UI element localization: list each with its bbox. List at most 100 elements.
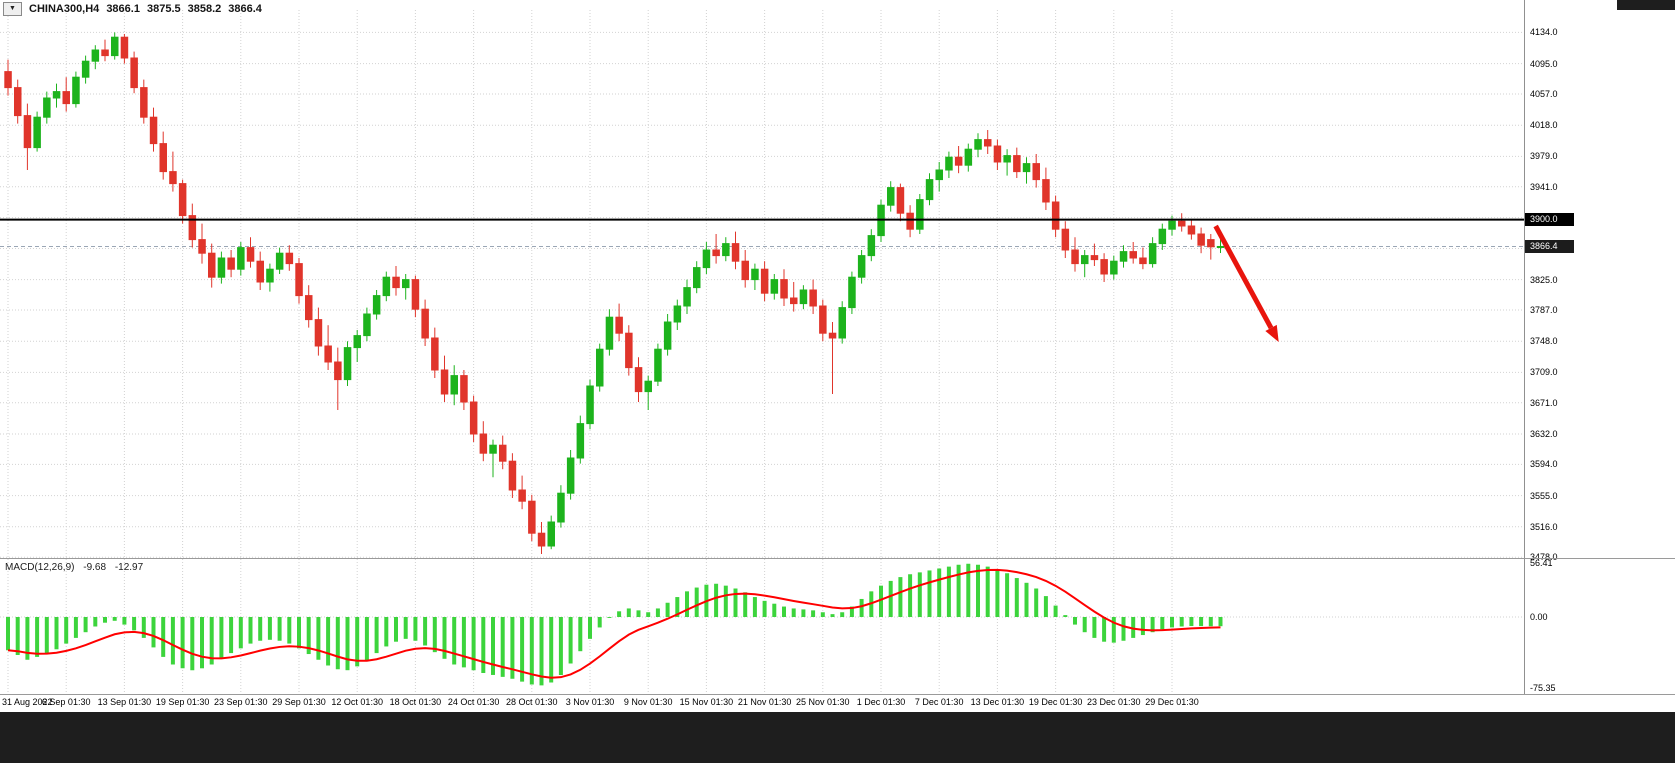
candle [198,223,206,264]
candle [411,275,420,318]
candle [906,205,914,238]
indicator-name: MACD(12,26,9) [5,562,75,573]
time-axis-label: 23 Sep 01:30 [214,697,268,707]
candle [285,245,294,271]
candle [140,79,148,124]
candle [596,343,604,392]
candle [1032,154,1040,188]
candle [605,309,614,356]
candle [518,475,526,510]
candle [673,299,682,330]
candle [508,453,517,498]
price-axis-label: 3555.0 [1530,490,1558,501]
candle [1013,147,1021,178]
candle [838,301,846,344]
indicator-macd-value: -9.68 [83,562,107,573]
price-axis-label: 3825.0 [1530,274,1558,285]
candle [528,494,536,542]
candle [576,415,585,464]
candle [615,303,623,342]
candle [324,325,332,370]
pane-separator[interactable] [0,558,1675,559]
time-axis-label: 1 Dec 01:30 [856,697,906,707]
candle [693,261,701,294]
time-axis-label: 13 Sep 01:30 [97,697,152,707]
candle [169,151,177,192]
candle [275,247,284,274]
candle [227,250,235,278]
candle [440,355,449,402]
candle [1071,237,1079,272]
candle [663,314,672,356]
candle [828,322,837,394]
candle [499,435,507,470]
candle [896,183,905,222]
candle [469,395,478,442]
candle [305,285,313,328]
candle [314,307,323,356]
candle [91,45,100,70]
candle [954,146,963,174]
trend-arrow[interactable] [1213,224,1279,342]
candle [1003,149,1011,176]
candle [343,341,352,386]
price-axis[interactable]: 3900.0 3866.4 56.41 0.00 -75.35 4134.0 40… [1524,0,1675,712]
candle [790,282,798,312]
candle [857,250,866,284]
candle [81,55,90,84]
price-axis-label: 3632.0 [1530,429,1558,439]
candle [819,299,827,342]
candle [33,111,41,152]
price-axis-label: 4134.0 [1530,27,1558,38]
candle [770,274,779,300]
candle [1207,234,1215,260]
candle [1129,242,1137,264]
candle [887,181,895,212]
candle [683,279,691,314]
candle [402,274,410,300]
candle [654,343,662,386]
candle [450,365,458,406]
candle [43,91,51,124]
candle [479,421,488,462]
candle [741,250,749,288]
time-axis-label: 23 Dec 01:30 [1087,697,1141,707]
candle [867,229,876,262]
candle [974,133,982,158]
time-axis[interactable]: 31 Aug 2022 6 Sep 01:30 13 Sep 01:30 19 Sep… [0,695,1675,712]
candle [1139,247,1147,270]
indicator-signal-value: -12.97 [114,562,144,573]
candle [547,515,555,550]
candle [809,279,817,314]
candle [1119,245,1128,268]
candle [760,261,769,302]
time-axis-separator [0,694,1675,695]
price-axis-label: 4057.0 [1530,89,1558,99]
candle [1197,227,1205,254]
candle [848,271,856,314]
candle [877,199,885,242]
candle [372,290,381,320]
ohlc-open: 3866.1 [106,3,140,15]
candle [731,231,740,270]
candle [62,77,70,112]
candle [702,242,711,274]
symbol-dropdown-button[interactable]: ▼ [3,2,22,16]
symbol-title: CHINA300,H4 [29,3,100,15]
time-axis-label: 21 Nov 01:30 [737,697,792,707]
candle [1110,255,1118,280]
window-corner [1617,0,1675,10]
candle [1100,253,1108,282]
candle [1081,250,1089,278]
candle [722,237,730,262]
candle [421,299,429,346]
candle [1187,219,1196,240]
candle [208,243,216,288]
hline-price-label: 3900.0 [1525,213,1574,227]
candle [246,237,255,268]
candle [945,151,953,178]
candle [188,203,197,248]
time-axis-label: 12 Oct 01:30 [331,697,383,707]
time-axis-label: 25 Nov 01:30 [796,697,850,707]
